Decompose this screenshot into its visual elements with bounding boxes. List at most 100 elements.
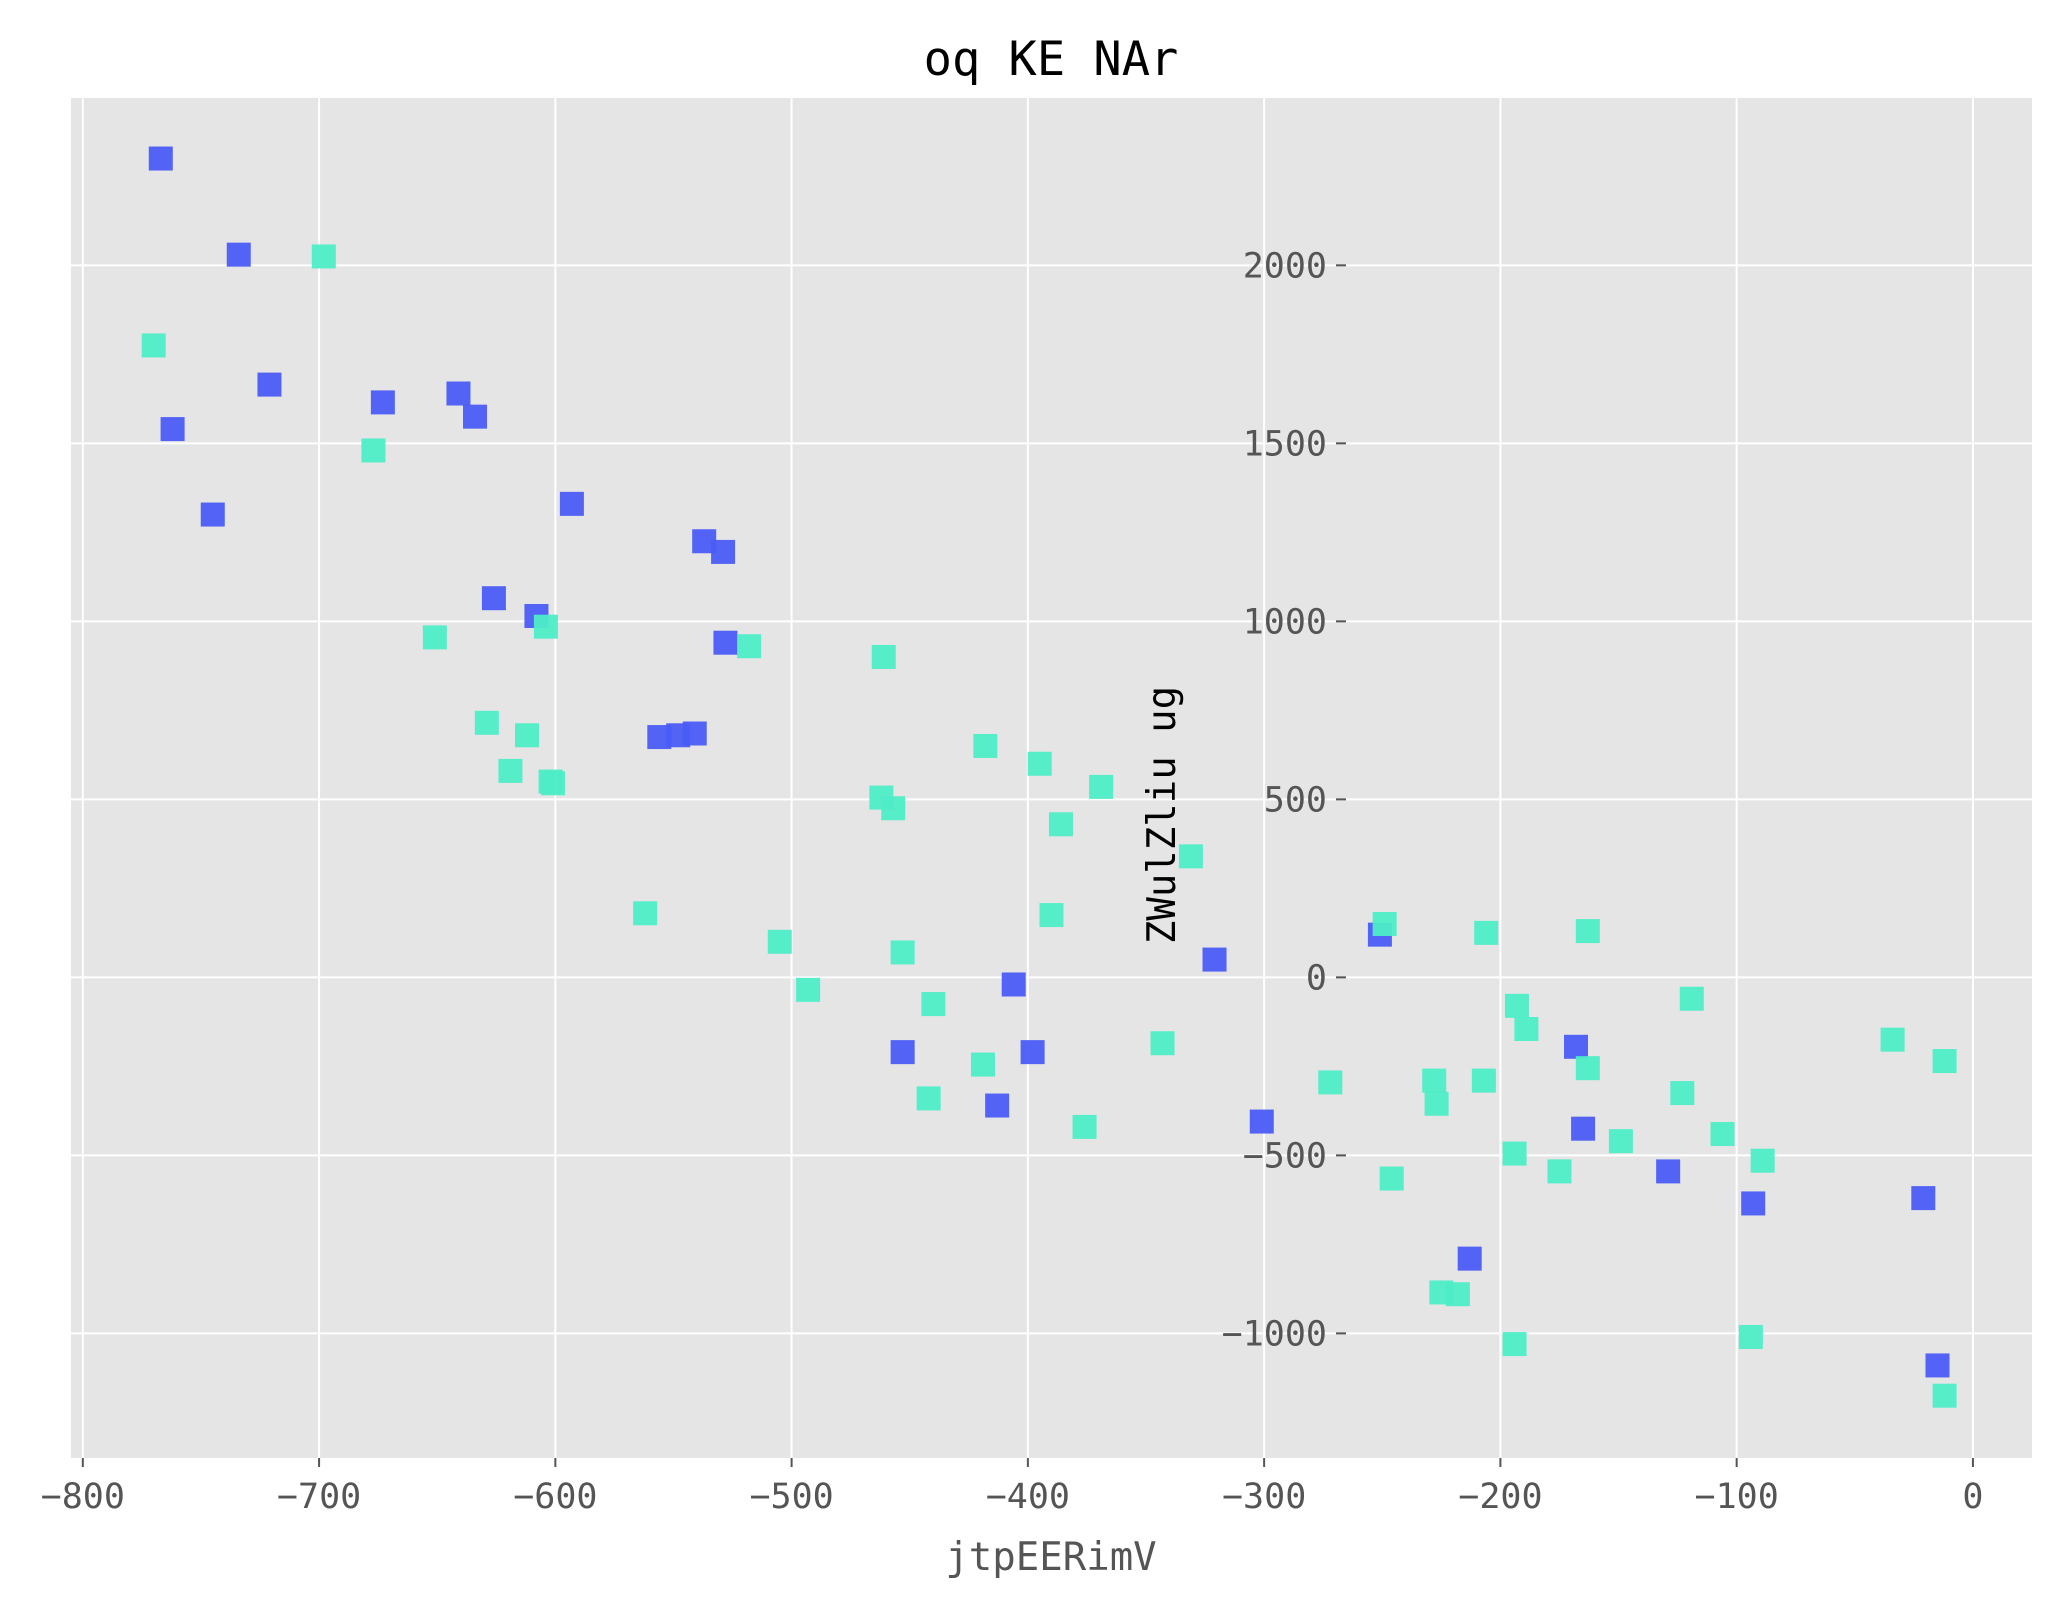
data-point (1457, 1246, 1482, 1271)
data-point (1932, 1049, 1957, 1074)
data-point (1502, 1332, 1527, 1357)
data-point (1575, 1056, 1600, 1081)
x-tick-label: −300 (1222, 1477, 1306, 1517)
y-tick-label: 2000 (1243, 246, 1327, 286)
data-point (474, 710, 499, 735)
data-point (1089, 774, 1114, 799)
data-point (985, 1093, 1010, 1118)
data-point (1504, 993, 1529, 1018)
data-point (1422, 1068, 1447, 1093)
data-point (226, 242, 251, 267)
x-tick-label: −800 (41, 1477, 125, 1517)
data-point (148, 146, 173, 171)
data-point (1738, 1324, 1763, 1349)
x-tick-label: −700 (277, 1477, 361, 1517)
data-point (514, 723, 539, 748)
data-point (1474, 920, 1499, 945)
data-point (921, 992, 946, 1017)
x-tick-label: −200 (1458, 1477, 1542, 1517)
x-tick-label: −600 (513, 1477, 597, 1517)
data-point (970, 1052, 995, 1077)
y-axis-label: ZWulZliu ug (1140, 686, 1185, 944)
data-point (1379, 1166, 1404, 1191)
data-point (1429, 1280, 1454, 1305)
data-point (737, 634, 762, 659)
data-point (1750, 1148, 1775, 1173)
data-point (1710, 1122, 1735, 1147)
data-point (1039, 903, 1064, 928)
data-point (160, 417, 185, 442)
data-point (1471, 1068, 1496, 1093)
data-point (463, 404, 488, 429)
data-point (1048, 812, 1073, 837)
y-tick-label: 1500 (1243, 424, 1327, 464)
data-point (1150, 1031, 1175, 1056)
x-tick-label: −100 (1695, 1477, 1779, 1517)
x-axis-label: jtpEERimV (945, 1535, 1156, 1580)
data-point (890, 940, 915, 965)
data-point (1571, 1116, 1596, 1141)
grid-lines (71, 98, 2032, 1458)
y-tick-label: 0 (1306, 958, 1327, 998)
data-point (481, 586, 506, 611)
y-tick-label: 1000 (1243, 602, 1327, 642)
data-point (1502, 1141, 1527, 1166)
data-point (1575, 919, 1600, 944)
chart-title: oq KE NAr (924, 32, 1179, 87)
data-point (1656, 1159, 1681, 1184)
data-points (141, 146, 1957, 1408)
data-point (200, 502, 225, 527)
data-point (540, 771, 565, 796)
x-tick-label: −500 (749, 1477, 833, 1517)
data-point (767, 929, 792, 954)
data-point (796, 977, 821, 1002)
data-point (257, 372, 282, 397)
data-point (1547, 1159, 1572, 1184)
x-axis-ticks: −800 −700 −600 −500 −400 −300 −200 −100 0 (41, 1458, 1983, 1517)
data-point (498, 758, 523, 783)
data-point (1318, 1070, 1343, 1095)
data-point (1249, 1109, 1274, 1134)
data-point (1925, 1353, 1950, 1378)
data-point (1202, 947, 1227, 972)
data-point (633, 901, 658, 926)
data-point (1932, 1383, 1957, 1408)
data-point (1911, 1186, 1936, 1211)
data-point (1372, 911, 1397, 936)
data-point (1679, 986, 1704, 1011)
data-point (533, 614, 558, 639)
data-point (647, 725, 672, 750)
y-axis-ticks: −1000 −500 0 500 1000 1500 2000 (1222, 246, 1346, 1354)
x-tick-label: 0 (1962, 1477, 1983, 1517)
data-point (871, 644, 896, 669)
data-point (1178, 844, 1203, 869)
data-point (881, 796, 906, 821)
data-point (141, 333, 166, 358)
y-tick-label: −1000 (1222, 1314, 1327, 1354)
data-point (1608, 1129, 1633, 1154)
data-point (1001, 972, 1026, 997)
data-point (1670, 1081, 1695, 1106)
y-tick-label: 500 (1264, 780, 1327, 820)
data-point (311, 244, 336, 269)
data-point (1424, 1091, 1449, 1116)
plot-area (71, 98, 2032, 1458)
data-point (559, 491, 584, 516)
data-point (422, 625, 447, 650)
data-point (1072, 1114, 1097, 1139)
data-point (711, 539, 736, 564)
data-point (890, 1040, 915, 1065)
y-tick-label: −500 (1243, 1136, 1327, 1176)
data-point (361, 438, 386, 463)
data-point (973, 733, 998, 758)
data-point (370, 390, 395, 415)
data-point (713, 630, 738, 655)
data-point (1564, 1034, 1589, 1059)
data-point (1020, 1040, 1045, 1065)
x-tick-label: −400 (986, 1477, 1070, 1517)
data-point (1027, 751, 1052, 776)
data-point (1880, 1027, 1905, 1052)
data-point (1741, 1191, 1766, 1216)
data-point (916, 1086, 941, 1111)
